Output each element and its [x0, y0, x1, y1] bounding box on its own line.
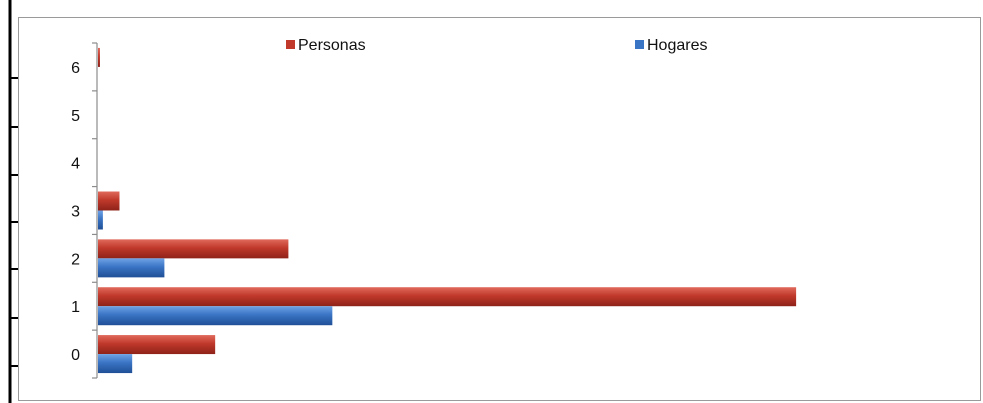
legend: Personas Hogares	[286, 37, 707, 54]
y-axis	[92, 42, 98, 379]
legend-label: Hogares	[647, 37, 707, 54]
legend-swatch	[286, 40, 295, 49]
bar-personas	[98, 191, 120, 211]
legend-label: Personas	[298, 37, 366, 54]
legend-swatch	[635, 40, 644, 49]
y-tick-label: 4	[71, 156, 80, 173]
bar-hogares	[98, 354, 133, 374]
y-tick-label: 3	[71, 204, 80, 221]
bar-personas	[98, 335, 216, 355]
bar-hogares	[98, 258, 165, 278]
bars-group	[98, 47, 797, 374]
bar-hogares	[98, 210, 103, 230]
bar-personas	[98, 47, 100, 67]
left-border-ticks	[10, 77, 18, 367]
bar-personas	[98, 239, 289, 259]
y-tick-label: 0	[71, 347, 80, 364]
bar-hogares	[98, 306, 333, 326]
y-tick-label: 1	[71, 299, 80, 316]
bar-personas	[98, 287, 797, 307]
tick-labels: 0 1 2 3 4 5 6	[71, 60, 80, 364]
y-tick-label: 5	[71, 108, 80, 125]
y-tick-label: 2	[71, 251, 80, 268]
y-tick-label: 6	[71, 60, 80, 77]
